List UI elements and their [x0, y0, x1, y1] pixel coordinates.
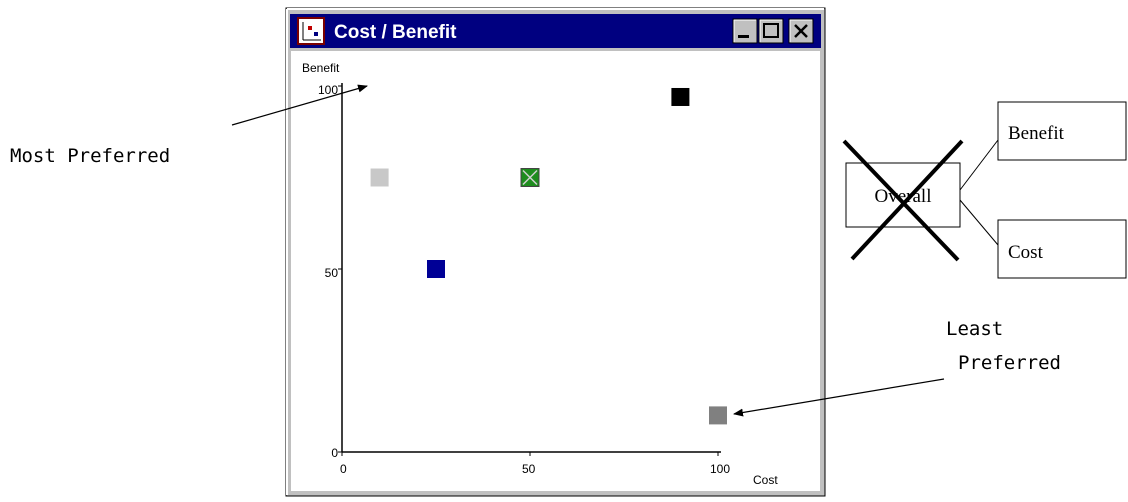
data-point — [427, 260, 445, 278]
plot-area — [291, 51, 820, 491]
tree-child-label-cost: Cost — [1008, 242, 1044, 263]
cross-out-mark — [842, 139, 964, 262]
y-axis-label: Benefit — [302, 61, 340, 75]
annotations: Most Preferred Least Preferred — [10, 84, 1061, 417]
tree-child-box-benefit — [997, 101, 1127, 161]
x-tick-label: 50 — [522, 462, 536, 476]
y-tick-label: 50 — [325, 266, 339, 280]
scatter-chart: Benefit Cost 0 50 100 0 50 100 — [302, 61, 778, 487]
tree-root-box — [845, 162, 961, 228]
least-preferred-note-line2: Preferred — [958, 352, 1061, 374]
data-point — [370, 168, 389, 187]
point-cross-mark — [522, 169, 538, 186]
maximize-icon — [763, 23, 779, 38]
tree-child-box-cost — [997, 219, 1127, 279]
tree-edge-benefit — [959, 139, 999, 191]
close-button[interactable] — [788, 18, 814, 44]
data-point — [671, 87, 690, 106]
most-preferred-note: Most Preferred — [10, 145, 170, 167]
least-preferred-note-line1: Least — [946, 318, 1003, 340]
close-icon — [794, 24, 808, 38]
chart-window: Cost / Benefit — [285, 7, 826, 497]
y-tick-label: 100 — [318, 83, 338, 97]
point-outline — [520, 168, 540, 187]
tree-edge-cost — [959, 199, 999, 246]
tick-labels: 0 50 100 0 50 100 — [318, 83, 730, 476]
data-points — [370, 87, 727, 425]
tree-child-label-benefit: Benefit — [1008, 123, 1065, 144]
x-tick-label: 0 — [340, 462, 347, 476]
chart-window-icon — [297, 17, 325, 45]
least-preferred-arrow — [733, 378, 945, 417]
maximize-button[interactable] — [758, 18, 784, 44]
hierarchy-tree: Overall Benefit Cost — [842, 101, 1127, 279]
minimize-icon — [738, 35, 749, 38]
minimize-button[interactable] — [732, 18, 758, 44]
most-preferred-arrow — [231, 84, 368, 126]
data-point — [709, 406, 727, 425]
window-title: Cost / Benefit — [334, 22, 457, 43]
y-tick-label: 0 — [331, 446, 338, 460]
x-axis-label: Cost — [753, 473, 778, 487]
x-tick-label: 100 — [710, 462, 730, 476]
